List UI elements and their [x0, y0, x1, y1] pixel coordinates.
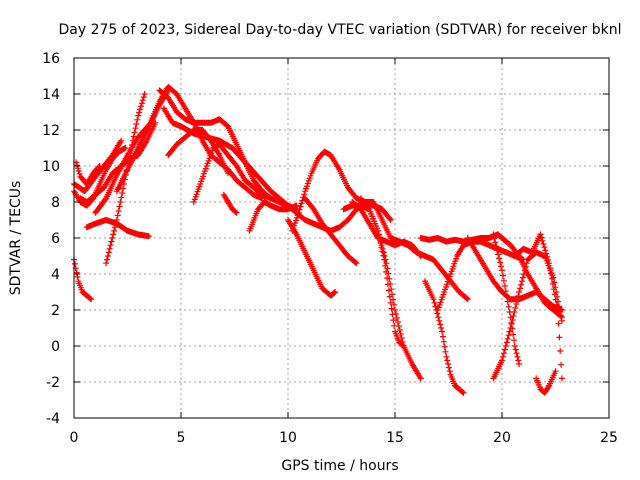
- chart-title: Day 275 of 2023, Sidereal Day-to-day VTE…: [59, 22, 622, 38]
- series-arc-31: [511, 231, 565, 382]
- y-tick-label: 6: [51, 231, 60, 247]
- x-tick-label: 20: [493, 430, 511, 446]
- y-tick-label: 16: [42, 51, 60, 67]
- grid-layer: [74, 58, 609, 418]
- series-arc-28: [490, 249, 565, 382]
- tick-marks-layer: [73, 57, 610, 419]
- y-tick-label: 12: [42, 123, 60, 139]
- series-arc-29: [499, 235, 565, 321]
- x-tick-label: 5: [177, 430, 186, 446]
- plus-markers: [499, 235, 565, 321]
- series-arc-21: [357, 195, 407, 349]
- plus-markers: [490, 231, 523, 367]
- y-tick-label: 10: [42, 159, 60, 175]
- series-arc-13: [190, 141, 300, 213]
- y-tick-label: 2: [51, 303, 60, 319]
- x-axis-label: GPS time / hours: [281, 458, 398, 474]
- y-tick-label: -2: [46, 375, 60, 391]
- x-tick-label: 0: [70, 430, 79, 446]
- x-tick-label: 10: [279, 430, 297, 446]
- y-axis-label: SDTVAR / TECUs: [8, 181, 24, 296]
- plus-markers: [533, 368, 559, 396]
- plus-markers: [220, 191, 240, 216]
- y-tick-label: 0: [51, 339, 60, 355]
- series-arc-14: [220, 191, 240, 216]
- x-tick-labels: 0 5 10 15 20 25: [70, 430, 618, 446]
- y-tick-labels: -4 -2 0 2 4 6 8 10 12 14 16: [42, 51, 60, 427]
- series-arc-30: [490, 231, 523, 367]
- series-arc-32: [533, 368, 559, 396]
- plus-markers: [190, 141, 300, 213]
- plus-markers: [357, 195, 407, 349]
- y-tick-label: 8: [51, 195, 60, 211]
- plus-markers: [73, 159, 103, 187]
- series-arc-24: [422, 278, 467, 396]
- plus-markers: [285, 217, 339, 299]
- plus-markers: [422, 278, 467, 396]
- series-arc-4: [73, 159, 103, 187]
- y-tick-label: 14: [42, 87, 60, 103]
- x-tick-label: 15: [386, 430, 404, 446]
- y-tick-label: 4: [51, 267, 60, 283]
- y-tick-label: -4: [46, 411, 60, 427]
- plus-markers: [302, 195, 360, 267]
- series-arc-19: [302, 195, 360, 267]
- x-tick-label: 25: [600, 430, 618, 446]
- series-arc-18: [285, 217, 339, 299]
- plus-markers: [511, 231, 565, 382]
- plus-markers: [490, 249, 565, 382]
- data-points-layer: [71, 83, 565, 396]
